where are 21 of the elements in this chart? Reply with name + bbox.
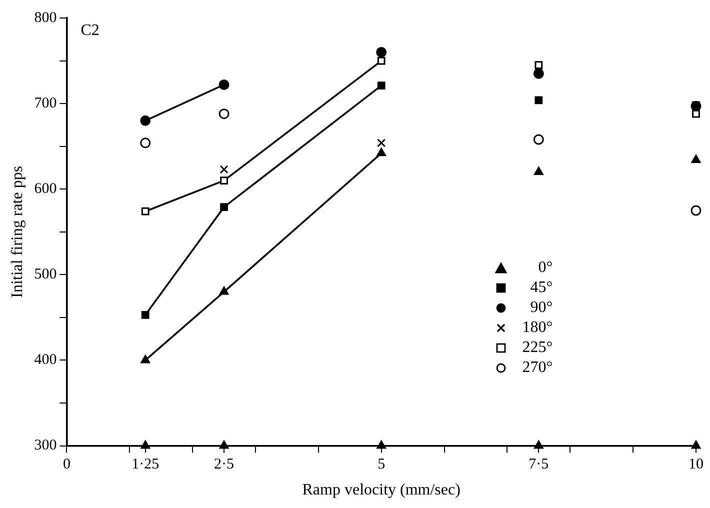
x-tick-label: 1·25 <box>132 456 160 473</box>
y-tick-label: 400 <box>34 352 57 368</box>
x-tick-label: 5 <box>378 456 386 473</box>
legend-label: 270° <box>521 358 553 378</box>
legend-label: 180° <box>521 318 553 338</box>
legend-label: 45° <box>529 278 553 298</box>
annotation: C2 <box>80 22 100 40</box>
legend-label: 225° <box>521 338 553 358</box>
y-tick-label: 800 <box>34 10 57 26</box>
x-axis-title: Ramp velocity (mm/sec) <box>302 482 460 499</box>
legend-label: 90° <box>529 298 553 318</box>
x-tick-label: 10 <box>688 456 704 473</box>
y-tick-label: 300 <box>34 438 57 454</box>
y-tick-label: 700 <box>34 95 57 112</box>
y-axis-title: Initial firing rate pps <box>8 166 26 298</box>
x-tick-label: 0 <box>62 456 70 473</box>
x-tick-label: 2·5 <box>214 456 234 473</box>
y-tick-label: 500 <box>34 266 57 283</box>
x-tick-label: 7·5 <box>528 456 549 473</box>
legend-label: 0° <box>537 258 553 278</box>
y-tick-label: 600 <box>34 181 57 198</box>
